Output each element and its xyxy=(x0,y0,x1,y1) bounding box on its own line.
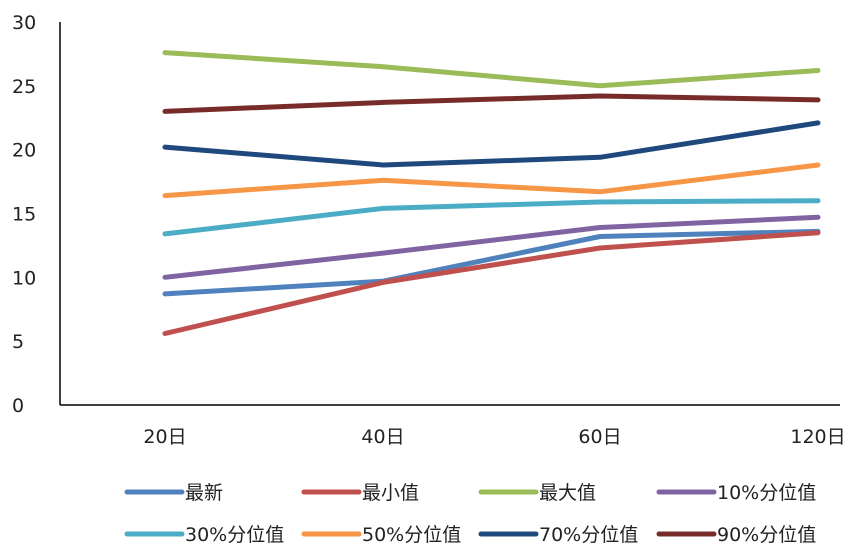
legend-item: 30%分位值 xyxy=(124,524,284,546)
legend-label: 90%分位值 xyxy=(717,524,816,546)
series-line-5 xyxy=(162,162,821,199)
axes xyxy=(59,22,840,406)
legend: 最新 最小值 最大值 10%分位值 30%分位值 50%分位值 70%分位值 90%分位值 xyxy=(124,482,816,546)
legend-item: 70%分位值 xyxy=(478,524,638,546)
legend-item: 90%分位值 xyxy=(656,524,816,546)
legend-item: 50%分位值 xyxy=(301,524,461,546)
x-tick-label: 40日 xyxy=(361,426,404,448)
series-line-2 xyxy=(162,50,821,89)
series-line-0 xyxy=(162,228,821,297)
legend-label: 最新 xyxy=(185,482,223,504)
legend-label: 最大值 xyxy=(539,482,596,504)
series-line-4 xyxy=(162,198,821,237)
y-tick-label: 30 xyxy=(12,12,36,34)
x-tick-label: 120日 xyxy=(790,426,845,448)
legend-label: 10%分位值 xyxy=(717,482,816,504)
y-tick-labels: 0 5 10 15 20 25 30 xyxy=(12,12,36,417)
x-tick-label: 60日 xyxy=(578,426,621,448)
legend-label: 最小值 xyxy=(362,482,419,504)
legend-item: 10%分位值 xyxy=(656,482,816,504)
legend-item: 最新 xyxy=(124,482,223,504)
y-tick-label: 15 xyxy=(12,204,36,226)
series-line-1 xyxy=(162,230,821,336)
legend-label: 30%分位值 xyxy=(185,524,284,546)
y-tick-label: 20 xyxy=(12,140,36,162)
series-line-3 xyxy=(162,214,821,280)
series-lines xyxy=(162,50,821,336)
y-tick-label: 0 xyxy=(12,395,24,417)
x-tick-label: 20日 xyxy=(143,426,186,448)
y-tick-label: 25 xyxy=(12,76,36,98)
legend-item: 最小值 xyxy=(301,482,419,504)
y-tick-label: 10 xyxy=(12,267,36,289)
series-line-6 xyxy=(162,120,821,168)
x-tick-labels: 20日 40日 60日 120日 xyxy=(143,426,845,448)
y-tick-label: 5 xyxy=(12,331,24,353)
legend-label: 50%分位值 xyxy=(362,524,461,546)
legend-label: 70%分位值 xyxy=(539,524,638,546)
legend-item: 最大值 xyxy=(478,482,596,504)
series-line-7 xyxy=(162,93,821,114)
